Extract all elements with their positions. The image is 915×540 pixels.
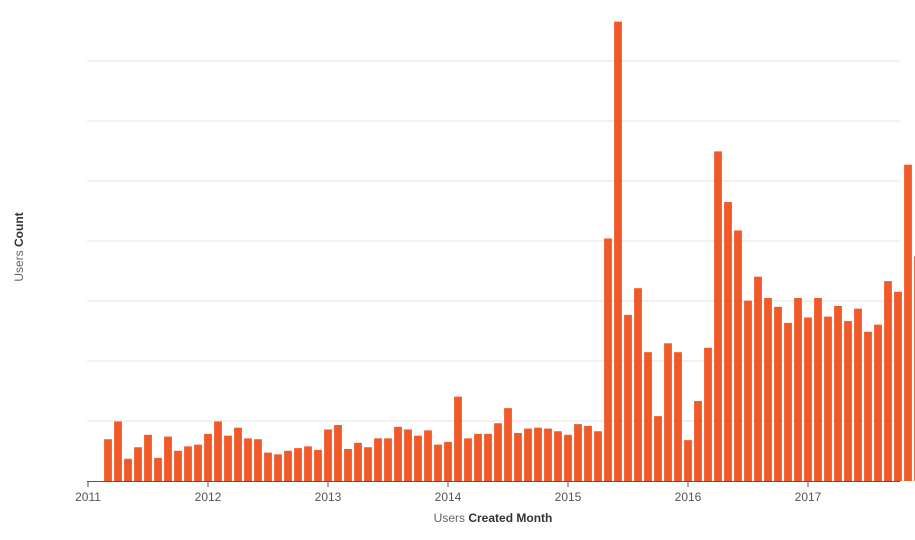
bar[interactable] bbox=[494, 423, 502, 481]
bar[interactable] bbox=[684, 440, 692, 481]
bar[interactable] bbox=[174, 451, 182, 481]
bar[interactable] bbox=[414, 436, 422, 481]
bar[interactable] bbox=[694, 401, 702, 481]
bar[interactable] bbox=[894, 292, 902, 481]
bar[interactable] bbox=[744, 301, 752, 481]
bar[interactable] bbox=[124, 459, 132, 481]
bar[interactable] bbox=[424, 430, 432, 481]
bar[interactable] bbox=[194, 445, 202, 481]
bar[interactable] bbox=[824, 317, 832, 481]
bar[interactable] bbox=[844, 321, 852, 481]
bar[interactable] bbox=[704, 348, 712, 481]
bar[interactable] bbox=[134, 447, 142, 481]
bar[interactable] bbox=[654, 416, 662, 481]
bar[interactable] bbox=[714, 151, 722, 481]
bar[interactable] bbox=[514, 433, 522, 481]
y-axis-title-prefix: Users bbox=[12, 250, 26, 281]
x-tick-label: 2012 bbox=[195, 490, 222, 504]
bar[interactable] bbox=[384, 438, 392, 481]
bar[interactable] bbox=[304, 446, 312, 481]
bar[interactable] bbox=[454, 397, 462, 481]
bar[interactable] bbox=[794, 298, 802, 481]
bar[interactable] bbox=[614, 22, 622, 481]
bar[interactable] bbox=[264, 453, 272, 481]
bar[interactable] bbox=[284, 451, 292, 481]
bar[interactable] bbox=[474, 434, 482, 481]
bar[interactable] bbox=[784, 323, 792, 481]
bar[interactable] bbox=[234, 428, 242, 481]
bar[interactable] bbox=[444, 442, 452, 481]
bar[interactable] bbox=[734, 230, 742, 481]
bar[interactable] bbox=[814, 298, 822, 481]
bar[interactable] bbox=[524, 429, 532, 481]
bar[interactable] bbox=[664, 343, 672, 481]
bar[interactable] bbox=[864, 332, 872, 481]
bar[interactable] bbox=[594, 431, 602, 481]
bar[interactable] bbox=[434, 445, 442, 481]
bar[interactable] bbox=[224, 436, 232, 481]
bar[interactable] bbox=[764, 298, 772, 481]
x-tick-label: 2013 bbox=[315, 490, 342, 504]
x-axis: 201120122013201420152016201720182019 bbox=[75, 481, 915, 504]
bar[interactable] bbox=[104, 439, 112, 481]
x-tick-label: 2014 bbox=[435, 490, 462, 504]
x-tick-label: 2015 bbox=[555, 490, 582, 504]
bar[interactable] bbox=[164, 437, 172, 481]
bar[interactable] bbox=[634, 288, 642, 481]
bar[interactable] bbox=[834, 306, 842, 481]
bar[interactable] bbox=[144, 435, 152, 481]
bar[interactable] bbox=[574, 424, 582, 481]
y-axis-title: Users Count bbox=[12, 212, 26, 281]
bar[interactable] bbox=[464, 438, 472, 481]
bar[interactable] bbox=[344, 449, 352, 481]
bar[interactable] bbox=[884, 281, 892, 481]
bar[interactable] bbox=[114, 421, 122, 481]
bar[interactable] bbox=[154, 458, 162, 481]
x-tick-label: 2017 bbox=[795, 490, 822, 504]
bar[interactable] bbox=[254, 439, 262, 481]
bar[interactable] bbox=[294, 448, 302, 481]
bar[interactable] bbox=[644, 352, 652, 481]
bar[interactable] bbox=[314, 450, 322, 481]
bar[interactable] bbox=[904, 165, 912, 481]
bar[interactable] bbox=[394, 427, 402, 481]
x-axis-title: Users Created Month bbox=[434, 511, 553, 525]
x-tick-label: 2011 bbox=[75, 490, 101, 504]
bar[interactable] bbox=[724, 202, 732, 481]
bar[interactable] bbox=[214, 421, 222, 481]
bar[interactable] bbox=[334, 425, 342, 481]
bar[interactable] bbox=[674, 352, 682, 481]
bar[interactable] bbox=[544, 429, 552, 481]
bars bbox=[104, 22, 915, 481]
bar[interactable] bbox=[804, 318, 812, 481]
x-axis-title-bold: Created Month bbox=[468, 511, 552, 525]
y-axis-title-bold: Count bbox=[12, 212, 26, 247]
bar[interactable] bbox=[564, 435, 572, 481]
bar[interactable] bbox=[354, 443, 362, 481]
bar[interactable] bbox=[404, 429, 412, 481]
bar[interactable] bbox=[244, 438, 252, 481]
x-axis-title-prefix: Users bbox=[434, 511, 465, 525]
bar[interactable] bbox=[854, 309, 862, 481]
bar[interactable] bbox=[554, 431, 562, 481]
x-tick-label: 2016 bbox=[675, 490, 702, 504]
bar[interactable] bbox=[374, 438, 382, 481]
bar[interactable] bbox=[584, 426, 592, 481]
bar[interactable] bbox=[754, 277, 762, 481]
bar[interactable] bbox=[484, 434, 492, 481]
bar[interactable] bbox=[774, 307, 782, 481]
bar[interactable] bbox=[504, 408, 512, 481]
bar[interactable] bbox=[624, 315, 632, 481]
bar[interactable] bbox=[604, 238, 612, 481]
bar[interactable] bbox=[184, 446, 192, 481]
bar[interactable] bbox=[324, 429, 332, 481]
bar[interactable] bbox=[874, 325, 882, 481]
bar[interactable] bbox=[364, 447, 372, 481]
bar[interactable] bbox=[204, 434, 212, 481]
bar[interactable] bbox=[274, 454, 282, 481]
bar[interactable] bbox=[534, 428, 542, 481]
